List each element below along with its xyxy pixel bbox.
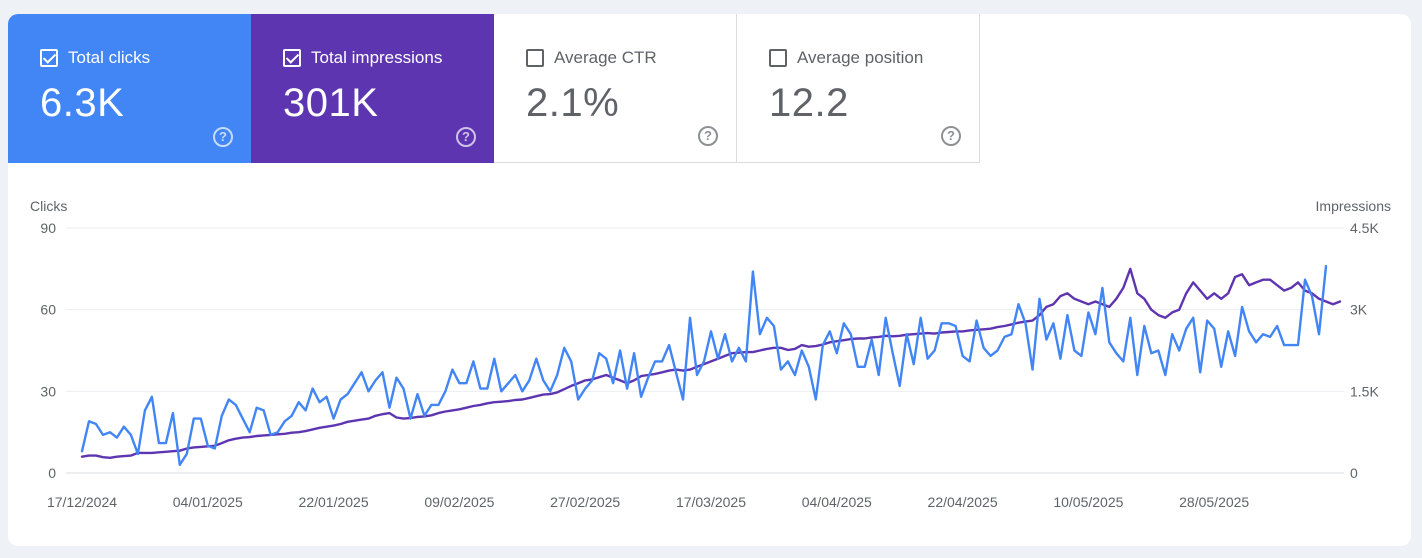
- metric-value: 2.1%: [526, 81, 620, 125]
- x-tick-label: 22/04/2025: [928, 494, 998, 510]
- series-line-clicks[interactable]: [80, 264, 1328, 466]
- metric-value: 301K: [283, 81, 379, 125]
- y-axis-right-title: Impressions: [1316, 198, 1391, 214]
- x-axis: 17/12/2024 04/01/2025 22/01/2025 09/02/2025…: [47, 494, 1249, 510]
- metric-tabs: Total clicks 6.3K ? Total impressions 30…: [8, 14, 980, 163]
- x-tick-label: 22/01/2025: [299, 494, 369, 510]
- metric-value: 12.2: [769, 81, 849, 125]
- y-axis-left-title: Clicks: [30, 198, 67, 214]
- help-icon[interactable]: ?: [941, 126, 961, 146]
- checkbox-unchecked-icon[interactable]: [526, 49, 544, 67]
- x-tick-label: 17/03/2025: [676, 494, 746, 510]
- x-tick-label: 04/04/2025: [802, 494, 872, 510]
- metric-label: Average CTR: [554, 48, 657, 67]
- y-left-tick-label: 30: [40, 383, 56, 399]
- series-line-impressions[interactable]: [80, 267, 1342, 459]
- chart-gridlines: [66, 227, 1344, 474]
- metric-header: Total clicks: [40, 48, 251, 68]
- help-icon[interactable]: ?: [213, 127, 233, 147]
- performance-card: Total clicks 6.3K ? Total impressions 30…: [8, 14, 1411, 546]
- y-right-tick-label: 1.5K: [1350, 383, 1379, 399]
- metric-label: Total impressions: [311, 48, 443, 67]
- metric-header: Total impressions: [283, 48, 494, 68]
- chart-series: [80, 264, 1342, 466]
- x-tick-label: 09/02/2025: [424, 494, 494, 510]
- metric-label: Average position: [797, 48, 924, 67]
- metric-average-position[interactable]: Average position 12.2 ?: [737, 14, 980, 163]
- y-left-tick-label: 0: [48, 465, 56, 481]
- metric-header: Average CTR: [526, 48, 736, 68]
- performance-chart[interactable]: Clicks 90 60 30 0 Impressions 4.5K 3K 1.5K 0 17/…: [8, 14, 1411, 546]
- y-left-tick-label: 60: [40, 302, 56, 318]
- y-right-tick-label: 0: [1350, 465, 1358, 481]
- metric-average-ctr[interactable]: Average CTR 2.1% ?: [494, 14, 737, 163]
- x-tick-label: 04/01/2025: [173, 494, 243, 510]
- help-icon[interactable]: ?: [698, 126, 718, 146]
- y-right-tick-label: 4.5K: [1350, 220, 1379, 236]
- help-icon[interactable]: ?: [456, 127, 476, 147]
- metric-label: Total clicks: [68, 48, 151, 67]
- y-left-tick-label: 90: [40, 220, 56, 236]
- metric-value: 6.3K: [40, 81, 125, 125]
- x-tick-label: 27/02/2025: [550, 494, 620, 510]
- metric-header: Average position: [769, 48, 979, 68]
- checkbox-unchecked-icon[interactable]: [769, 49, 787, 67]
- metric-total-clicks[interactable]: Total clicks 6.3K ?: [8, 14, 251, 163]
- checkbox-checked-icon[interactable]: [40, 49, 58, 67]
- checkbox-checked-icon[interactable]: [283, 49, 301, 67]
- x-tick-label: 10/05/2025: [1053, 494, 1123, 510]
- y-axis-left: Clicks 90 60 30 0: [30, 198, 67, 481]
- x-tick-label: 28/05/2025: [1179, 494, 1249, 510]
- y-right-tick-label: 3K: [1350, 302, 1368, 318]
- x-tick-label: 17/12/2024: [47, 494, 117, 510]
- metric-total-impressions[interactable]: Total impressions 301K ?: [251, 14, 494, 163]
- y-axis-right: Impressions 4.5K 3K 1.5K 0: [1316, 198, 1391, 481]
